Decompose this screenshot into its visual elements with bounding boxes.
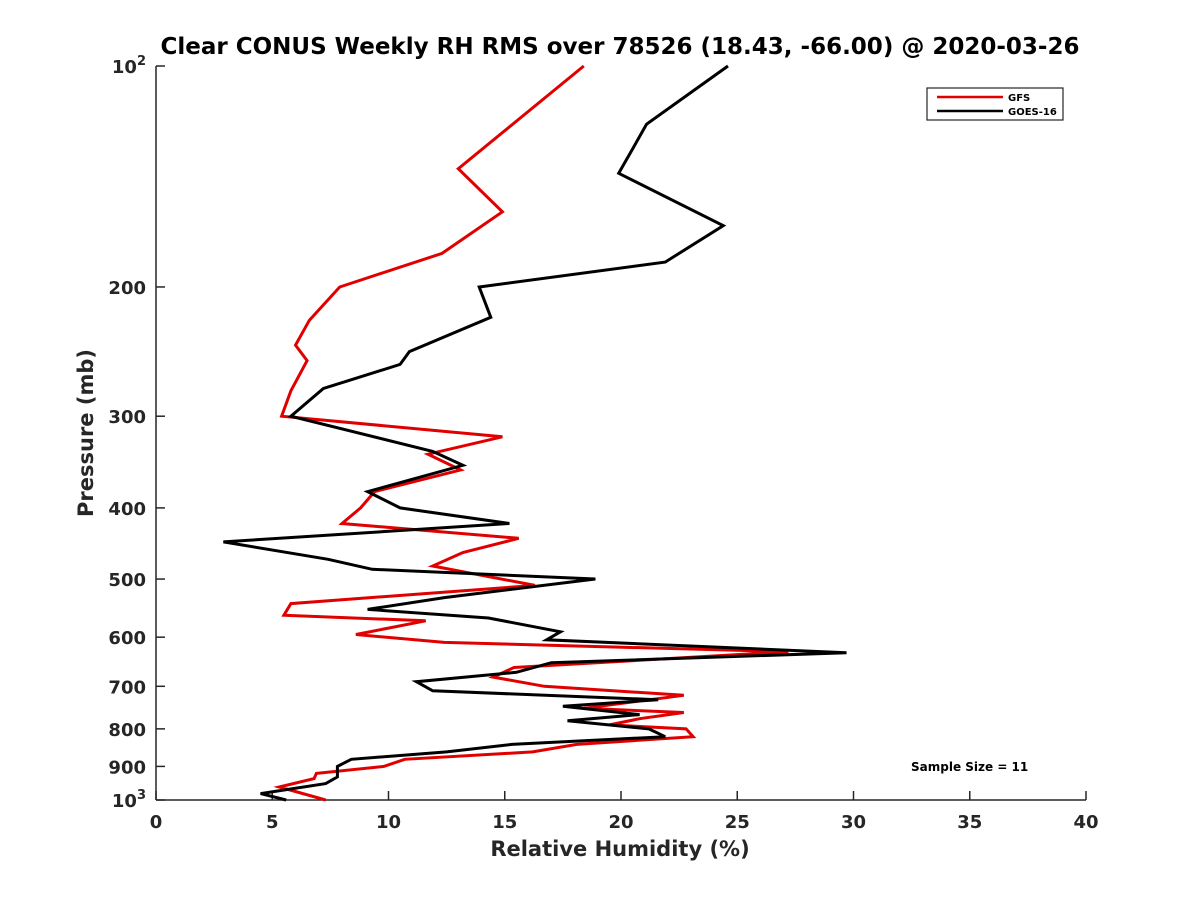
series-line-goes16 [223,64,847,802]
y-tick-label: 700 [108,677,146,698]
x-ticks: 0 5 10 15 20 25 30 35 40 [150,791,1099,833]
y-tick-label: 300 [108,407,146,428]
y-tick-label: 400 [108,499,146,520]
x-tick-label: 30 [841,812,866,833]
x-tick-label: 25 [725,812,750,833]
y-tick-label: 103 [112,788,146,812]
y-tick-label: 900 [108,757,146,778]
x-tick-label: 0 [150,812,163,833]
x-tick-label: 5 [266,812,279,833]
y-axis-label: Pressure (mb) [74,349,98,517]
sample-size-annotation: Sample Size = 11 [911,760,1028,774]
legend-box [926,87,1064,121]
series-line-gfs [273,64,789,802]
y-tick-label: 200 [108,278,146,299]
y-tick-label: 800 [108,720,146,741]
y-tick-label: 600 [108,628,146,649]
chart-title: Clear CONUS Weekly RH RMS over 78526 (18… [161,34,1080,60]
y-ticks: 102 200 300 400 500 600 700 800 900 103 [108,54,165,812]
legend: GFS GOES-16 [926,87,1064,121]
y-tick-label: 102 [112,54,146,78]
legend-label-gfs: GFS [1008,93,1030,104]
x-tick-label: 40 [1073,812,1098,833]
x-axis-label: Relative Humidity (%) [490,837,749,861]
x-tick-label: 15 [492,812,517,833]
x-tick-label: 10 [376,812,401,833]
legend-label-goes16: GOES-16 [1008,107,1057,118]
plot-area: 0 5 10 15 20 25 30 35 40 102 200 300 400 500 600 700 80… [108,54,1098,833]
x-tick-label: 35 [957,812,982,833]
y-tick-label: 500 [108,570,146,591]
series-group [223,64,847,802]
x-tick-label: 20 [608,812,633,833]
